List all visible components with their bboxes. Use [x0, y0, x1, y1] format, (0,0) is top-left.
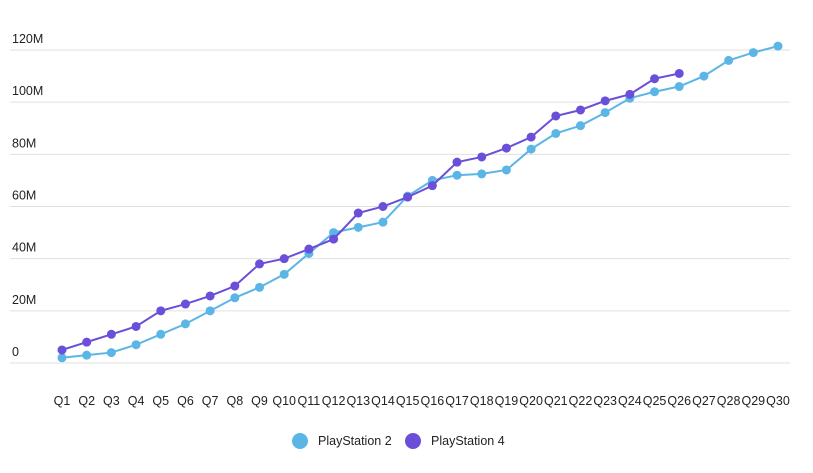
y-tick-label: 40M	[12, 241, 36, 255]
data-point	[501, 165, 511, 175]
data-point	[82, 337, 92, 347]
data-point	[650, 74, 660, 84]
x-tick-label: Q30	[766, 394, 790, 408]
data-point	[82, 350, 92, 360]
data-point	[353, 208, 363, 218]
data-point	[575, 121, 585, 131]
x-tick-label: Q8	[226, 394, 243, 408]
x-tick-label: Q17	[445, 394, 469, 408]
data-point	[180, 319, 190, 329]
x-tick-label: Q18	[470, 394, 494, 408]
x-tick-label: Q12	[322, 394, 346, 408]
x-tick-label: Q5	[152, 394, 169, 408]
data-point	[378, 202, 388, 211]
data-point	[353, 222, 363, 232]
y-tick-label: 20M	[12, 293, 36, 307]
x-tick-label: Q9	[251, 394, 268, 408]
data-point	[403, 192, 413, 202]
legend-label: PlayStation 4	[431, 434, 505, 448]
x-tick-label: Q1	[54, 394, 71, 408]
data-point	[180, 299, 190, 309]
x-tick-label: Q13	[346, 394, 370, 408]
x-tick-label: Q28	[717, 394, 741, 408]
data-point	[477, 169, 487, 179]
data-point	[255, 259, 265, 269]
x-tick-label: Q26	[667, 394, 691, 408]
x-tick-label: Q20	[519, 394, 543, 408]
data-point	[773, 41, 783, 51]
data-point	[329, 234, 339, 244]
x-tick-label: Q22	[569, 394, 593, 408]
data-point	[279, 254, 289, 264]
y-tick-label: 0	[12, 345, 19, 359]
data-point	[255, 282, 265, 292]
legend-swatch	[405, 433, 421, 449]
x-tick-label: Q14	[371, 394, 395, 408]
data-point	[131, 340, 141, 350]
data-point	[106, 348, 116, 358]
data-point	[156, 329, 166, 339]
x-tick-label: Q2	[78, 394, 95, 408]
data-point	[57, 345, 67, 355]
x-tick-label: Q23	[593, 394, 617, 408]
data-point	[551, 128, 561, 138]
data-point	[452, 157, 462, 167]
data-point	[378, 217, 388, 227]
data-point	[600, 108, 610, 118]
x-tick-label: Q25	[643, 394, 667, 408]
x-tick-label: Q6	[177, 394, 194, 408]
data-point	[699, 71, 709, 81]
data-point	[106, 329, 116, 339]
x-tick-label: Q24	[618, 394, 642, 408]
y-tick-label: 100M	[12, 84, 43, 98]
legend-label: PlayStation 2	[318, 434, 392, 448]
data-point	[230, 293, 240, 303]
data-point	[724, 55, 734, 65]
data-point	[205, 306, 215, 316]
data-point	[625, 89, 635, 99]
x-tick-label: Q16	[421, 394, 445, 408]
x-tick-label: Q27	[692, 394, 716, 408]
data-point	[526, 132, 536, 142]
data-point	[452, 170, 462, 180]
data-point	[156, 306, 166, 316]
data-point	[551, 111, 561, 121]
data-point	[329, 228, 339, 238]
x-tick-label: Q7	[202, 394, 219, 408]
legend-swatch	[292, 433, 308, 449]
data-point	[477, 152, 487, 162]
x-tick-label: Q21	[544, 394, 568, 408]
data-point	[304, 244, 314, 254]
data-point	[279, 269, 289, 279]
x-tick-label: Q19	[495, 394, 519, 408]
data-point	[57, 353, 67, 363]
x-tick-label: Q10	[272, 394, 296, 408]
x-tick-label: Q11	[298, 394, 321, 408]
x-tick-label: Q3	[103, 394, 120, 408]
data-point	[674, 68, 684, 78]
x-tick-label: Q4	[128, 394, 145, 408]
data-point	[674, 82, 684, 92]
data-point	[501, 143, 511, 153]
data-point	[526, 144, 536, 154]
x-tick-label: Q15	[396, 394, 420, 408]
data-point	[205, 291, 215, 301]
data-point	[131, 321, 141, 331]
data-point	[575, 105, 585, 115]
y-tick-label: 60M	[12, 189, 36, 203]
data-point	[230, 281, 240, 291]
y-tick-label: 120M	[12, 32, 43, 46]
x-tick-label: Q29	[741, 394, 765, 408]
data-point	[427, 181, 437, 191]
data-point	[650, 87, 660, 97]
data-point	[748, 48, 758, 58]
series-line	[61, 72, 680, 351]
y-tick-label: 80M	[12, 136, 36, 150]
data-point	[600, 96, 610, 106]
